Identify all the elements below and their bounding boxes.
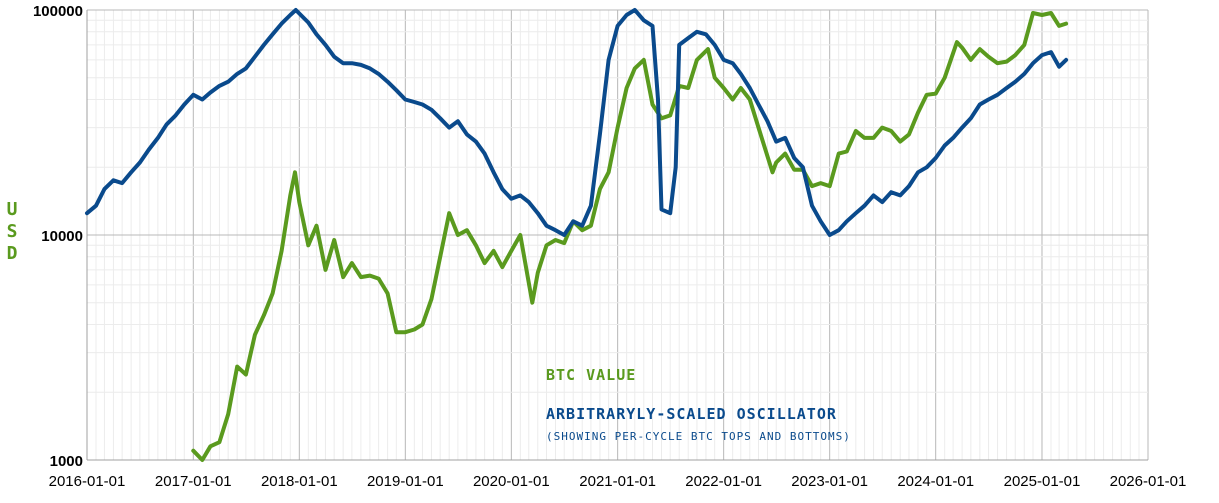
legend-oscillator-subtitle: (SHOWING PER-CYCLE BTC TOPS AND BOTTOMS): [546, 430, 851, 443]
legend-oscillator: ARBITRARYLY-SCALED OSCILLATOR: [546, 405, 837, 423]
y-axis-label-char: U: [7, 199, 18, 220]
series-lines: [85, 8, 1069, 462]
x-tick-label: 2019-01-01: [367, 473, 444, 490]
y-tick-label: 10000: [41, 228, 83, 245]
x-axis-tick-labels: 2016-01-01 2017-01-01 2018-01-01 2019-01-01…: [49, 473, 1187, 490]
x-tick-label: 2022-01-01: [685, 473, 762, 490]
x-tick-label: 2021-01-01: [579, 473, 656, 490]
y-axis-label-char: D: [7, 243, 18, 264]
y-tick-label: 100000: [33, 3, 83, 20]
y-axis-label: USD: [7, 199, 18, 264]
x-tick-label: 2024-01-01: [897, 473, 974, 490]
x-tick-label: 2026-01-01: [1110, 473, 1187, 490]
axes: [86, 10, 1148, 461]
x-tick-label: 2025-01-01: [1004, 473, 1081, 490]
x-tick-label: 2018-01-01: [261, 473, 338, 490]
y-tick-label: 1000: [50, 453, 83, 470]
legend: BTC VALUE ARBITRARYLY-SCALED OSCILLATOR …: [546, 366, 851, 443]
x-tick-label: 2017-01-01: [155, 473, 232, 490]
y-axis-tick-labels: 1000 10000 100000: [33, 3, 83, 470]
series-btc-value-line: [191, 11, 1069, 462]
x-tick-label: 2016-01-01: [49, 473, 126, 490]
y-axis-label-char: S: [7, 221, 18, 242]
x-tick-label: 2023-01-01: [791, 473, 868, 490]
x-tick-label: 2020-01-01: [473, 473, 550, 490]
grid-lines: [86, 9, 1149, 461]
legend-btc-value: BTC VALUE: [546, 366, 636, 384]
series-oscillator-line: [85, 8, 1069, 237]
